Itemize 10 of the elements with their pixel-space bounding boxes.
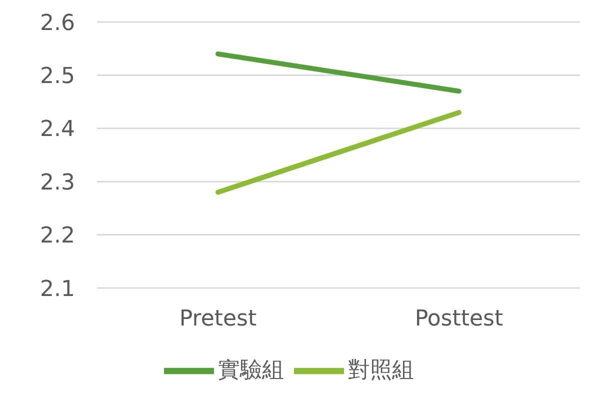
x-tick-label: Posttest (414, 306, 504, 332)
y-tick-label: 2.2 (40, 224, 75, 249)
y-tick-label: 2.5 (40, 64, 75, 90)
y-tick-label: 2.1 (40, 276, 75, 302)
y-tick-label: 2.3 (40, 170, 75, 196)
legend-label: 實驗組 (218, 358, 284, 384)
x-tick-label: Pretest (179, 306, 257, 332)
legend-label: 對照組 (348, 358, 414, 384)
y-tick-label: 2.4 (40, 117, 75, 142)
y-tick-label: 2.6 (40, 10, 75, 36)
